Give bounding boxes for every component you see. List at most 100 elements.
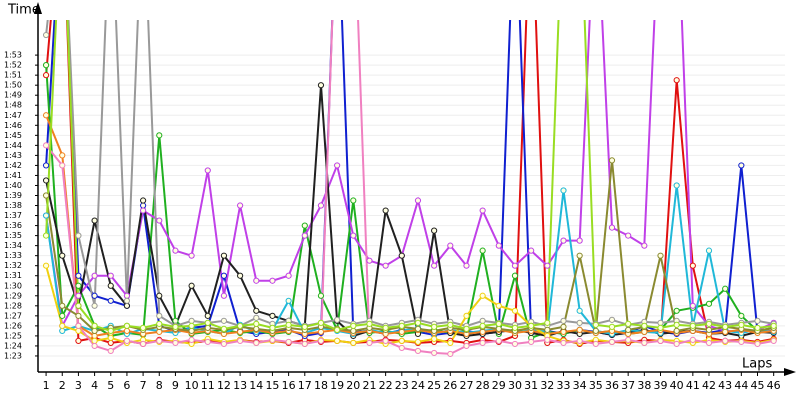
data-point — [673, 182, 680, 189]
data-point — [738, 321, 745, 328]
x-axis-arrow — [784, 368, 796, 376]
data-point — [317, 202, 325, 209]
y-tick-label: 1:34 — [4, 241, 22, 250]
data-point — [560, 237, 567, 244]
data-point — [317, 82, 325, 89]
data-point — [301, 323, 308, 330]
data-point — [560, 328, 567, 335]
x-tick-label: 24 — [411, 379, 425, 392]
y-tick-label: 1:39 — [4, 191, 22, 200]
x-tick-label: 43 — [718, 379, 732, 392]
data-point — [123, 302, 131, 309]
x-tick-label: 28 — [476, 379, 490, 392]
x-tick-label: 6 — [123, 379, 130, 392]
data-point — [172, 339, 179, 347]
data-point — [463, 325, 470, 332]
data-point — [139, 340, 147, 348]
y-tick-label: 1:29 — [4, 291, 22, 300]
data-point — [495, 325, 502, 332]
data-point — [479, 292, 486, 299]
y-tick-label: 1:38 — [4, 201, 22, 210]
data-point — [42, 212, 50, 219]
data-point — [237, 202, 244, 209]
x-tick-label: 5 — [107, 379, 114, 392]
data-point — [42, 232, 50, 239]
data-point — [269, 312, 276, 319]
data-point — [156, 328, 163, 335]
x-tick-label: 21 — [362, 379, 376, 392]
data-point — [398, 252, 405, 259]
x-tick-label: 17 — [298, 379, 312, 392]
data-point — [544, 262, 551, 269]
data-point — [463, 342, 470, 350]
data-point — [269, 277, 276, 284]
data-point — [431, 262, 438, 269]
y-tick-label: 1:27 — [4, 311, 22, 320]
data-point — [220, 272, 228, 279]
data-point — [398, 328, 405, 335]
data-point — [139, 324, 147, 331]
data-point — [479, 247, 486, 254]
data-point — [528, 247, 535, 254]
data-point — [107, 297, 114, 304]
data-point — [754, 340, 761, 348]
data-point — [641, 339, 648, 347]
x-tick-label: 37 — [621, 379, 635, 392]
data-point — [673, 307, 680, 314]
data-point — [75, 337, 82, 345]
y-tick-label: 1:43 — [4, 151, 22, 160]
y-tick-label: 1:40 — [4, 181, 22, 190]
data-point — [350, 197, 357, 204]
data-point — [253, 307, 260, 314]
x-tick-label: 38 — [637, 379, 651, 392]
data-point — [431, 349, 438, 357]
data-point — [75, 322, 82, 329]
data-point — [495, 337, 502, 345]
data-point — [42, 162, 50, 169]
data-point — [592, 327, 599, 334]
data-point — [625, 320, 632, 327]
y-tick-label: 1:47 — [4, 111, 22, 120]
y-axis-arrow — [34, 2, 42, 14]
data-point — [738, 312, 745, 319]
data-point — [511, 324, 519, 331]
x-tick-label: 22 — [379, 379, 393, 392]
data-point — [317, 292, 325, 299]
data-point — [172, 317, 179, 324]
series-line — [45, 20, 775, 333]
y-tick-label: 1:26 — [4, 321, 22, 330]
data-point — [91, 337, 98, 345]
y-tick-label: 1:36 — [4, 221, 22, 230]
data-point — [59, 327, 66, 334]
data-point — [172, 323, 179, 330]
data-point — [156, 132, 163, 139]
data-point — [608, 224, 616, 231]
data-point — [754, 324, 761, 331]
data-point — [42, 262, 50, 269]
data-point — [42, 72, 50, 79]
x-tick-label: 42 — [702, 379, 716, 392]
x-tick-label: 10 — [185, 379, 199, 392]
data-point — [42, 112, 50, 119]
data-point — [705, 300, 713, 307]
data-point — [592, 340, 599, 348]
data-point — [220, 252, 228, 259]
data-point — [334, 337, 341, 345]
data-point — [220, 317, 228, 324]
data-point — [204, 319, 211, 326]
data-point — [59, 152, 66, 159]
data-point — [414, 319, 422, 326]
data-point — [237, 337, 244, 345]
data-point — [75, 302, 82, 309]
data-point — [237, 272, 244, 279]
y-tick-label: 1:23 — [4, 351, 22, 360]
data-point — [220, 325, 228, 332]
data-point — [59, 302, 66, 309]
data-point — [511, 272, 519, 279]
data-point — [511, 340, 519, 348]
y-tick-label: 1:46 — [4, 121, 22, 130]
data-point — [42, 177, 50, 184]
data-point — [608, 316, 616, 323]
data-point — [107, 327, 114, 334]
data-point — [495, 302, 502, 309]
